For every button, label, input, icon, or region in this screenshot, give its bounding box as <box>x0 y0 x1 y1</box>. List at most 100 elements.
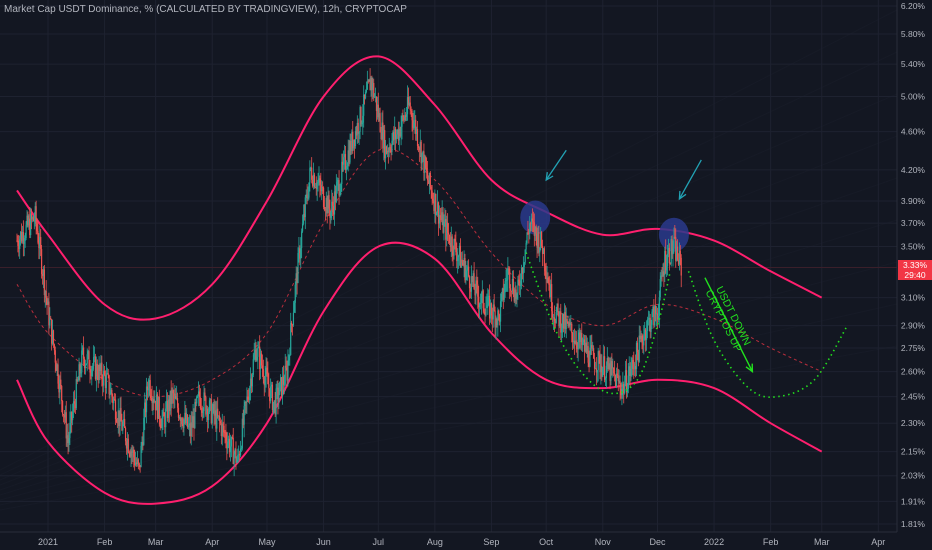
candle-body <box>448 234 451 243</box>
candle <box>318 166 320 186</box>
candle <box>305 189 307 205</box>
candle <box>172 383 174 404</box>
candle-body <box>63 414 66 418</box>
candle-body <box>343 154 346 158</box>
candle <box>362 104 364 135</box>
candle <box>648 311 650 332</box>
y-tick-label: 2.60% <box>901 367 926 377</box>
candle <box>335 174 337 204</box>
candle-body <box>593 348 595 359</box>
candle <box>45 280 47 306</box>
candle <box>635 340 638 377</box>
candles <box>16 68 682 477</box>
candle-body <box>368 79 370 82</box>
candle <box>554 318 556 329</box>
candle-body <box>485 308 487 316</box>
candle <box>392 130 394 146</box>
candle <box>42 266 45 289</box>
candle-body <box>159 418 161 425</box>
candle-body <box>323 206 326 210</box>
candle-body <box>498 310 500 315</box>
candle <box>303 204 305 221</box>
candle-body <box>344 154 347 170</box>
candle <box>441 200 443 226</box>
candle-body <box>222 423 224 426</box>
candle <box>405 112 407 122</box>
candle <box>243 400 245 438</box>
candle <box>265 357 267 388</box>
candle-body <box>213 404 215 416</box>
candle <box>129 449 131 458</box>
candle-body <box>316 182 318 189</box>
candle <box>257 341 259 370</box>
candle <box>76 376 78 385</box>
candle <box>152 396 154 416</box>
candle <box>83 356 86 375</box>
candle <box>176 385 178 401</box>
candle-body <box>649 317 651 332</box>
candle <box>510 290 513 302</box>
candle-body <box>513 294 515 302</box>
candle-body <box>311 167 313 180</box>
candle <box>272 401 274 415</box>
candle <box>71 411 73 433</box>
candle-body <box>226 441 228 449</box>
candle <box>503 283 505 303</box>
fan-line <box>0 303 898 506</box>
candle <box>462 259 464 267</box>
candle <box>270 381 273 399</box>
candle-body <box>490 303 493 316</box>
candle <box>264 366 266 393</box>
x-tick-label: 2021 <box>38 537 58 547</box>
trend-arrow-shaft <box>704 277 754 372</box>
candle <box>523 261 525 273</box>
candle-body <box>439 215 441 218</box>
candle <box>203 385 205 418</box>
candle-body <box>381 122 383 140</box>
candle <box>322 186 325 210</box>
pointer-arrow-shaft <box>678 159 702 200</box>
candle <box>304 194 306 230</box>
candle <box>148 375 150 397</box>
candle <box>413 110 415 130</box>
candle <box>39 225 41 260</box>
candle-body <box>587 346 589 363</box>
candle <box>332 196 335 220</box>
candle <box>175 388 177 400</box>
candle-body <box>512 279 514 295</box>
candle-body <box>83 358 86 369</box>
candle <box>82 336 85 366</box>
candle-body <box>109 394 111 395</box>
candle <box>214 400 216 425</box>
candle-body <box>575 340 577 346</box>
candle <box>338 170 340 205</box>
candle <box>451 234 453 262</box>
candle <box>580 330 582 350</box>
candle <box>464 253 466 283</box>
candle-body <box>161 418 163 428</box>
candle-body <box>293 302 295 313</box>
candle-body <box>16 240 18 242</box>
candle-body <box>673 236 675 249</box>
candle-body <box>123 418 125 425</box>
candle <box>403 115 405 124</box>
candle-body <box>529 223 531 234</box>
candle <box>452 245 454 267</box>
candle <box>494 306 496 337</box>
candle <box>228 432 231 458</box>
candle <box>428 172 430 195</box>
candle <box>345 160 347 181</box>
candle-body <box>56 364 58 371</box>
candle-body <box>609 363 611 381</box>
candle-body <box>98 364 100 380</box>
candle-body <box>28 218 30 226</box>
candle-body <box>416 129 418 134</box>
candle <box>650 319 652 339</box>
candle-body <box>228 438 231 453</box>
candle <box>455 231 457 256</box>
candle <box>496 317 498 328</box>
candle-body <box>151 398 153 403</box>
candle <box>198 384 201 406</box>
